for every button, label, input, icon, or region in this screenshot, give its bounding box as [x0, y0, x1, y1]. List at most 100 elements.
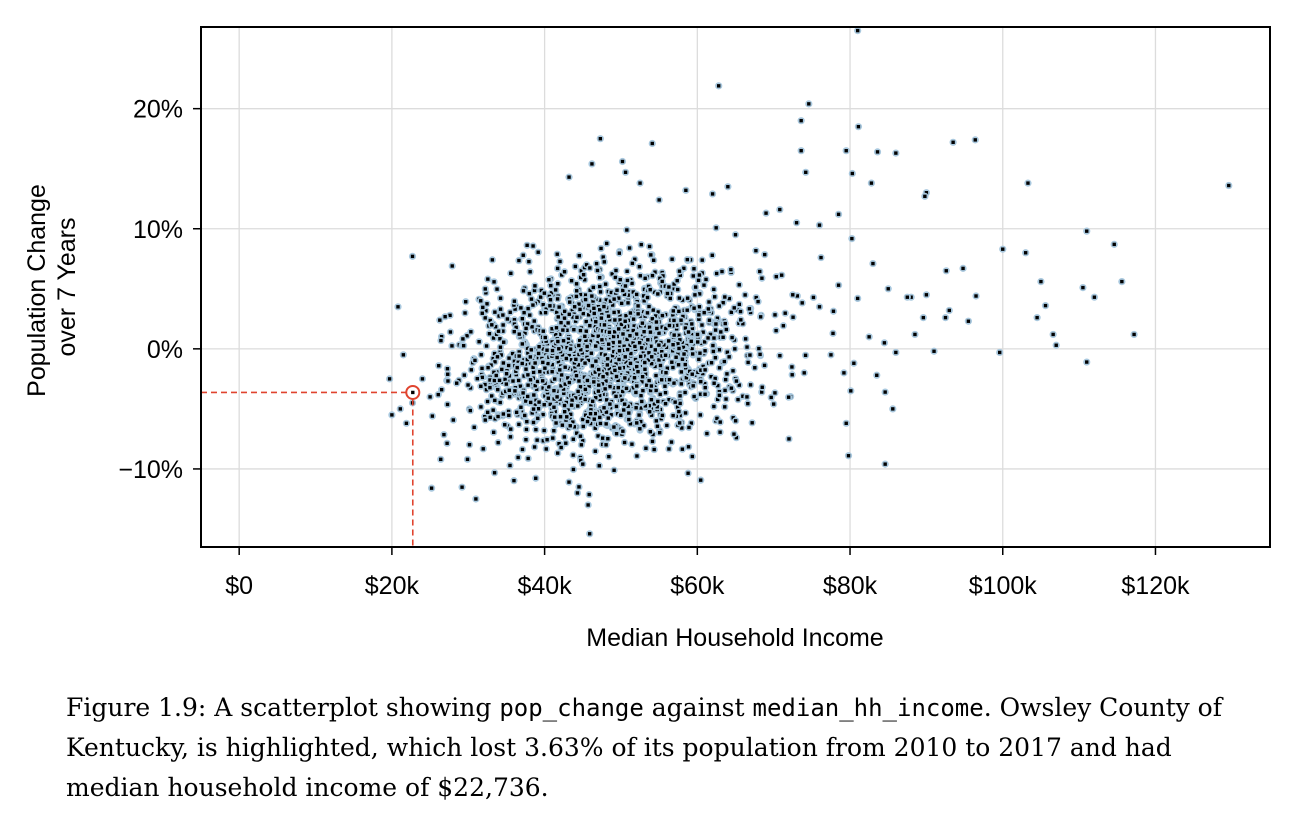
point-mark [512, 303, 516, 307]
point-mark [653, 314, 658, 318]
point-mark [439, 334, 444, 339]
point-mark [523, 331, 527, 335]
data-point [611, 316, 619, 324]
point-mark [517, 258, 521, 263]
point-mark [557, 441, 561, 446]
point-mark [541, 386, 545, 390]
data-point [716, 428, 724, 436]
data-point [444, 377, 452, 385]
point-mark [676, 363, 681, 367]
data-point [552, 286, 560, 294]
point-mark [501, 329, 505, 333]
point-mark [455, 381, 459, 385]
point-mark [578, 338, 582, 343]
data-point [493, 285, 501, 293]
data-point [593, 266, 602, 275]
data-point [734, 396, 742, 404]
point-mark [717, 348, 722, 352]
point-mark [679, 370, 684, 374]
point-mark [650, 273, 655, 278]
point-mark [588, 266, 592, 270]
data-point [522, 365, 530, 373]
point-mark [649, 397, 654, 402]
point-mark [660, 325, 664, 329]
data-point [744, 358, 752, 367]
data-point [723, 370, 731, 378]
point-mark [525, 394, 530, 399]
point-mark [564, 441, 568, 445]
data-point [531, 359, 539, 367]
point-mark [643, 404, 648, 408]
point-mark [614, 268, 618, 273]
point-mark [497, 378, 502, 383]
data-point [507, 425, 515, 433]
point-mark [631, 290, 636, 294]
data-point [711, 326, 720, 334]
point-mark [685, 296, 690, 300]
data-point [586, 264, 594, 272]
data-point [575, 483, 583, 491]
point-mark [608, 402, 612, 406]
point-mark [484, 344, 489, 348]
data-point [573, 313, 581, 321]
data-point [543, 346, 551, 354]
data-point [688, 452, 696, 461]
point-mark [484, 387, 489, 392]
point-mark [746, 360, 750, 365]
data-point [757, 313, 765, 321]
point-mark [575, 315, 579, 319]
point-mark [550, 348, 555, 353]
point-mark [538, 369, 542, 374]
point-mark [646, 338, 650, 342]
point-mark [713, 376, 717, 381]
data-point [684, 328, 693, 336]
point-mark [568, 412, 573, 417]
data-point [640, 328, 648, 336]
point-mark [556, 360, 561, 364]
point-mark [526, 383, 530, 387]
data-point [614, 384, 622, 392]
point-mark [617, 340, 622, 344]
point-mark [654, 419, 659, 423]
gridlines [201, 27, 1270, 547]
point-mark [597, 298, 602, 302]
data-point [446, 328, 455, 336]
point-mark [618, 345, 622, 349]
point-mark [566, 321, 570, 325]
data-point [475, 338, 483, 346]
point-mark [499, 353, 503, 357]
data-point [518, 445, 527, 454]
point-mark [594, 261, 599, 266]
point-mark [655, 405, 659, 409]
point-mark [571, 453, 575, 457]
data-point [515, 420, 523, 428]
point-mark [680, 340, 685, 345]
point-mark [583, 334, 587, 339]
point-mark [692, 267, 696, 271]
point-mark [668, 296, 672, 301]
data-point [597, 314, 605, 322]
point-mark [707, 318, 712, 322]
point-mark [639, 393, 643, 398]
point-mark [628, 361, 633, 366]
point-mark [671, 413, 675, 418]
point-mark [560, 423, 565, 427]
point-mark [671, 365, 675, 370]
point-mark [698, 351, 702, 355]
point-mark [672, 282, 676, 286]
point-mark [535, 438, 539, 442]
point-mark [649, 253, 653, 257]
point-mark [533, 403, 537, 407]
point-mark [581, 424, 585, 429]
point-mark [599, 352, 604, 356]
data-point [709, 347, 717, 356]
point-mark [625, 278, 630, 283]
point-mark [658, 363, 663, 368]
data-point [598, 336, 606, 344]
data-point [496, 294, 505, 302]
data-point [721, 386, 729, 394]
point-mark [711, 349, 716, 354]
data-point [557, 319, 565, 327]
point-mark [619, 413, 623, 417]
data-point [743, 343, 751, 351]
